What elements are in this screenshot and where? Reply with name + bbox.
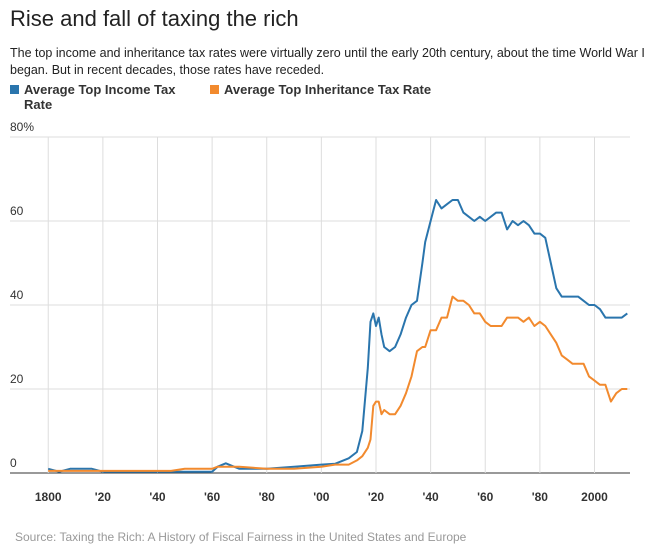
x-tick-label: '00 xyxy=(313,490,330,504)
x-tick-label: '60 xyxy=(477,490,494,504)
y-tick-label: 20 xyxy=(10,372,24,386)
x-tick-label: '20 xyxy=(95,490,112,504)
y-tick-label: 80% xyxy=(10,120,34,134)
legend-swatch xyxy=(10,85,19,94)
x-tick-label: '40 xyxy=(423,490,440,504)
legend-label: Average Top Income Tax Rate xyxy=(24,82,176,112)
y-tick-label: 60 xyxy=(10,204,24,218)
chart-title: Rise and fall of taxing the rich xyxy=(10,6,299,31)
y-tick-label: 0 xyxy=(10,456,17,470)
legend-swatch xyxy=(210,85,219,94)
legend: Average Top Income Tax Rate Average Top I… xyxy=(10,82,480,112)
x-tick-label: '60 xyxy=(204,490,221,504)
line-series xyxy=(47,199,628,473)
x-tick-label: 1800 xyxy=(35,490,62,504)
x-tick-label: '20 xyxy=(368,490,385,504)
chart-subtitle: The top income and inheritance tax rates… xyxy=(10,46,645,77)
legend-item: Average Top Inheritance Tax Rate xyxy=(210,82,470,112)
x-tick-label: 2000 xyxy=(581,490,608,504)
line-series xyxy=(48,295,628,472)
x-tick-label: '40 xyxy=(149,490,166,504)
source-note: Source: Taxing the Rich: A History of Fi… xyxy=(15,530,467,544)
legend-item: Average Top Income Tax Rate xyxy=(10,82,200,112)
legend-label: Average Top Inheritance Tax Rate xyxy=(224,82,432,97)
x-tick-label: '80 xyxy=(532,490,549,504)
y-tick-label: 40 xyxy=(10,288,24,302)
x-tick-label: '80 xyxy=(259,490,276,504)
